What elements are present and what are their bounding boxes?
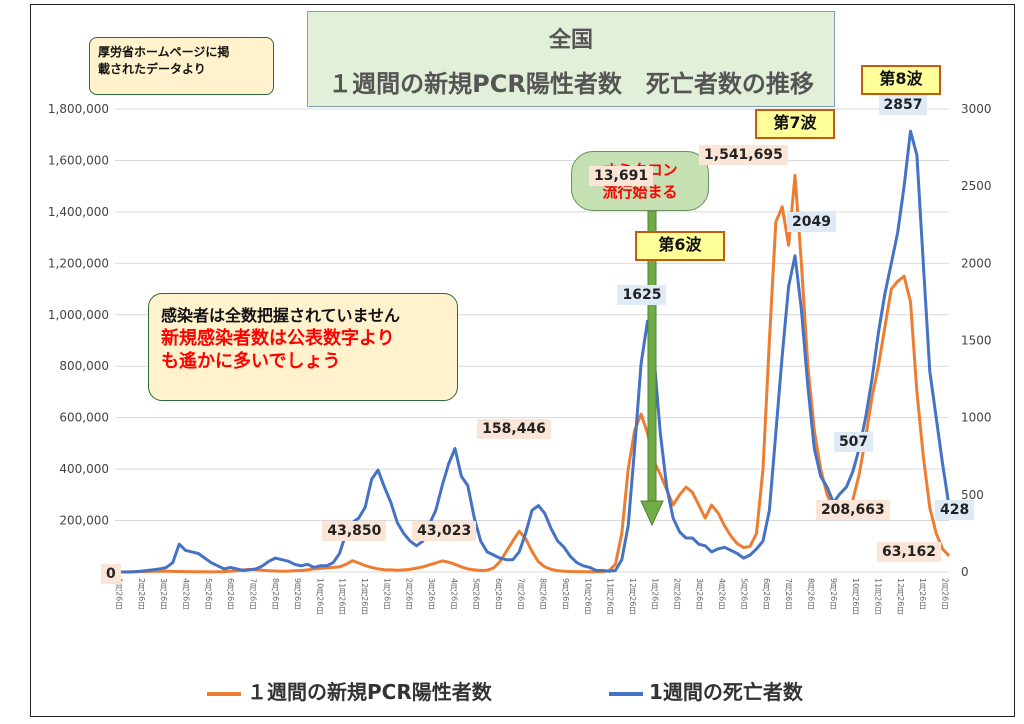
x-tick-label: 7月26日	[516, 578, 525, 610]
x-tick-label: 12月26日	[896, 578, 905, 615]
legend-positives-label: １週間の新規PCR陽性者数	[247, 680, 492, 704]
data-label-positives: 63,162	[877, 541, 942, 562]
x-tick-label: 3月26日	[695, 578, 704, 610]
x-tick-label: 6月26日	[226, 578, 235, 610]
source-note-line-2: 載されたデータより	[98, 62, 206, 76]
x-tick-label: 1月26日	[918, 578, 927, 610]
x-tick-label: 3月26日	[427, 578, 436, 610]
y-left-tick-label: 200,000	[59, 514, 109, 528]
y-right-tick-label: 1000	[961, 411, 992, 425]
x-tick-label: 5月26日	[472, 578, 481, 610]
y-left-tick-label: 1,600,000	[48, 153, 109, 167]
data-label-positives: 1,541,695	[699, 145, 788, 166]
x-tick-label: 11月26日	[874, 578, 883, 615]
x-tick-label: 1月26日	[115, 578, 124, 610]
series-line-deaths	[115, 129, 951, 574]
x-tick-label: 7月26日	[248, 578, 257, 610]
x-tick-label: 5月26日	[740, 578, 749, 610]
x-tick-label: 8月26日	[807, 578, 816, 610]
x-tick-label: 2月26日	[941, 578, 950, 610]
x-tick-label: 3月26日	[159, 578, 168, 610]
data-label-positives: 43,023	[412, 520, 477, 541]
x-tick-label: 2月26日	[673, 578, 682, 610]
source-note-line-1: 厚労省ホームページに掲	[98, 45, 230, 59]
legend-deaths-label: 1週間の死亡者数	[649, 680, 803, 704]
x-tick-label: 9月26日	[829, 578, 838, 610]
y-left-tick-label: 600,000	[59, 411, 109, 425]
chart-title: １週間の新規PCR陽性者数 死亡者数の推移	[328, 70, 814, 98]
chart-canvas: 0 200,000 400,000 600,000 800,000 1,000,000 1,…	[48, 102, 992, 615]
wave-8-label: 第8波	[861, 65, 941, 95]
y-right-tick-label: 2500	[961, 179, 992, 193]
title-line-1: 全国	[548, 28, 593, 53]
data-label-deaths: 507	[833, 431, 874, 452]
wave-6-label: 第6波	[635, 231, 725, 261]
legend-deaths: 1週間の死亡者数	[609, 676, 803, 705]
data-label-positives: 158,446	[477, 419, 551, 440]
y-left-tick-label: 1,200,000	[48, 256, 109, 270]
caveat-note: 感染者は全数把握されていません 新規感染者数は公表数字より も遙かに多いでしょう	[148, 293, 458, 401]
y-left-tick-label: 1,400,000	[48, 205, 109, 219]
y-left-tick-label: 400,000	[59, 462, 109, 476]
y-right-tick-label: 1500	[961, 334, 992, 348]
x-tick-label: 10月26日	[315, 578, 324, 615]
caveat-line-3: も遙かに多いでしょう	[161, 351, 341, 372]
data-label-positives: 43,850	[322, 520, 387, 541]
legend-deaths-swatch	[609, 691, 643, 696]
x-tick-label: 6月26日	[494, 578, 503, 610]
x-tick-label: 1月26日	[382, 578, 391, 610]
x-tick-label: 10月26日	[583, 578, 592, 615]
x-tick-label: 4月26日	[717, 578, 726, 610]
x-tick-label: 1月26日	[650, 578, 659, 610]
legend-positives: １週間の新規PCR陽性者数	[207, 676, 492, 705]
y-right-tick-label: 500	[961, 488, 984, 502]
caveat-line-2: 新規感染者数は公表数字より	[161, 328, 395, 349]
x-tick-label: 8月26日	[271, 578, 280, 610]
chart-frame: 0 200,000 400,000 600,000 800,000 1,000,000 1,…	[30, 4, 1015, 717]
wave-7-label: 第7波	[755, 109, 835, 139]
data-label-deaths: 428	[935, 499, 975, 520]
x-tick-label: 9月26日	[293, 578, 302, 610]
omicron-line-2: 流行始まる	[602, 183, 678, 201]
caveat-line-1: 感染者は全数把握されていません	[161, 306, 401, 325]
title-box: 全国 １週間の新規PCR陽性者数 死亡者数の推移	[307, 11, 835, 107]
x-tick-label: 11月26日	[338, 578, 347, 615]
x-tick-label: 8月26日	[539, 578, 548, 610]
x-tick-label: 9月26日	[561, 578, 570, 610]
y-left-tick-label: 1,000,000	[48, 308, 109, 322]
x-tick-label: 5月26日	[204, 578, 213, 610]
data-label-positives: 0	[101, 564, 121, 584]
source-note: 厚労省ホームページに掲 載されたデータより	[89, 37, 274, 95]
y-right-tick-label: 0	[961, 565, 969, 579]
x-tick-label: 6月26日	[762, 578, 771, 610]
y-left-tick-label: 1,800,000	[48, 102, 109, 116]
x-tick-label: 4月26日	[181, 578, 190, 610]
y-right-tick-label: 2000	[961, 256, 992, 270]
x-tick-label: 4月26日	[449, 578, 458, 610]
y-left-tick-label: 800,000	[59, 359, 109, 373]
x-tick-label: 10月26日	[851, 578, 860, 615]
x-tick-label: 7月26日	[784, 578, 793, 610]
legend-positives-swatch	[207, 691, 241, 696]
omicron-arrow-head	[640, 500, 664, 527]
x-tick-label: 2月26日	[137, 578, 146, 610]
data-label-deaths: 2049	[787, 211, 836, 232]
x-tick-label: 11月26日	[606, 578, 615, 615]
data-label-positives: 208,663	[815, 500, 890, 521]
data-label-deaths: 2857	[878, 95, 928, 116]
y-right-tick-label: 3000	[961, 102, 992, 116]
data-label-positives: 13,691	[589, 166, 654, 187]
x-tick-label: 12月26日	[360, 578, 369, 615]
data-label-deaths: 1625	[617, 285, 667, 306]
x-tick-label: 2月26日	[405, 578, 414, 610]
x-tick-label: 12月26日	[628, 578, 637, 615]
